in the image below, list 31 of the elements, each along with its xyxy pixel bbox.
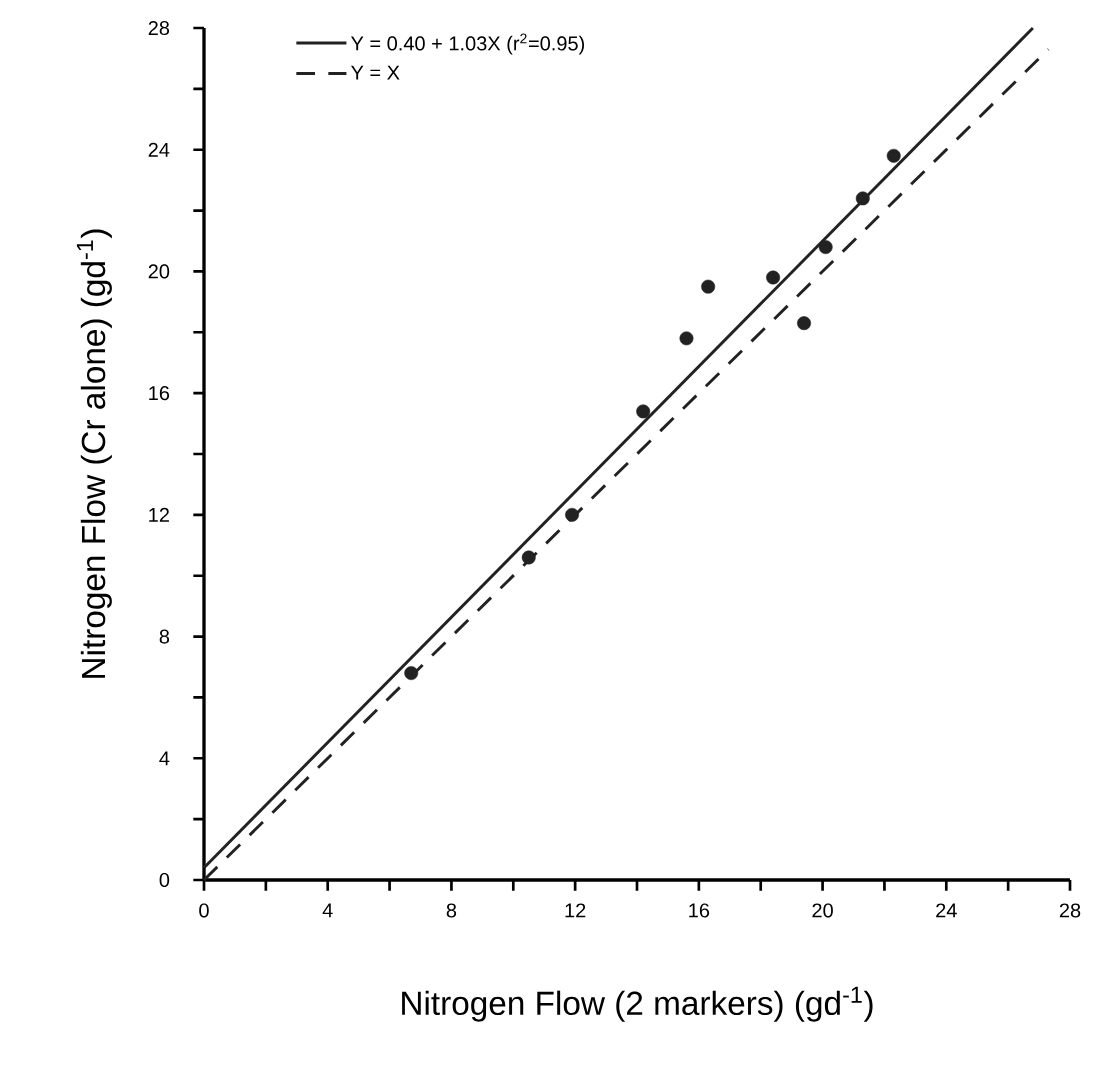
y-axis-title: Nitrogen Flow (Cr alone) (gd$^{-1}$): [76, 229, 112, 678]
point: [679, 331, 694, 346]
x-tick-label: 16: [689, 903, 710, 918]
point: [886, 148, 901, 163]
y-tick-label: 24: [148, 142, 170, 157]
x-tick-label: 12: [565, 903, 586, 918]
y-tick-label: 12: [149, 507, 169, 522]
point: [565, 507, 579, 522]
y-tick-label: 0: [159, 872, 170, 888]
legend-label: Y = X: [350, 65, 400, 80]
point: [855, 191, 870, 206]
point: [818, 240, 833, 255]
y-tick-label: 20: [148, 264, 170, 279]
y-tick-label: 28: [148, 20, 170, 36]
y-tick-label: 8: [159, 629, 170, 644]
point: [797, 316, 811, 331]
point: [701, 279, 716, 294]
point: [766, 270, 781, 285]
x-tick-label: 0: [199, 903, 209, 918]
point: [404, 666, 419, 681]
y-tick-label: 4: [159, 751, 170, 766]
x-axis-title: Nitrogen Flow (2 markers) (gd$^{-1}$): [402, 986, 873, 1022]
legend-label: Y = 0.40 + 1.03X (r$^{2}$=0.95): [350, 33, 585, 55]
x-tick-label: 20: [812, 903, 833, 918]
y-tick-label: 16: [149, 386, 170, 401]
x-tick-label: 24: [936, 903, 957, 918]
point: [521, 550, 536, 565]
point: [636, 404, 651, 419]
x-tick-label: 8: [446, 903, 457, 918]
x-tick-label: 4: [322, 903, 333, 918]
x-tick-label: 28: [1059, 903, 1081, 918]
